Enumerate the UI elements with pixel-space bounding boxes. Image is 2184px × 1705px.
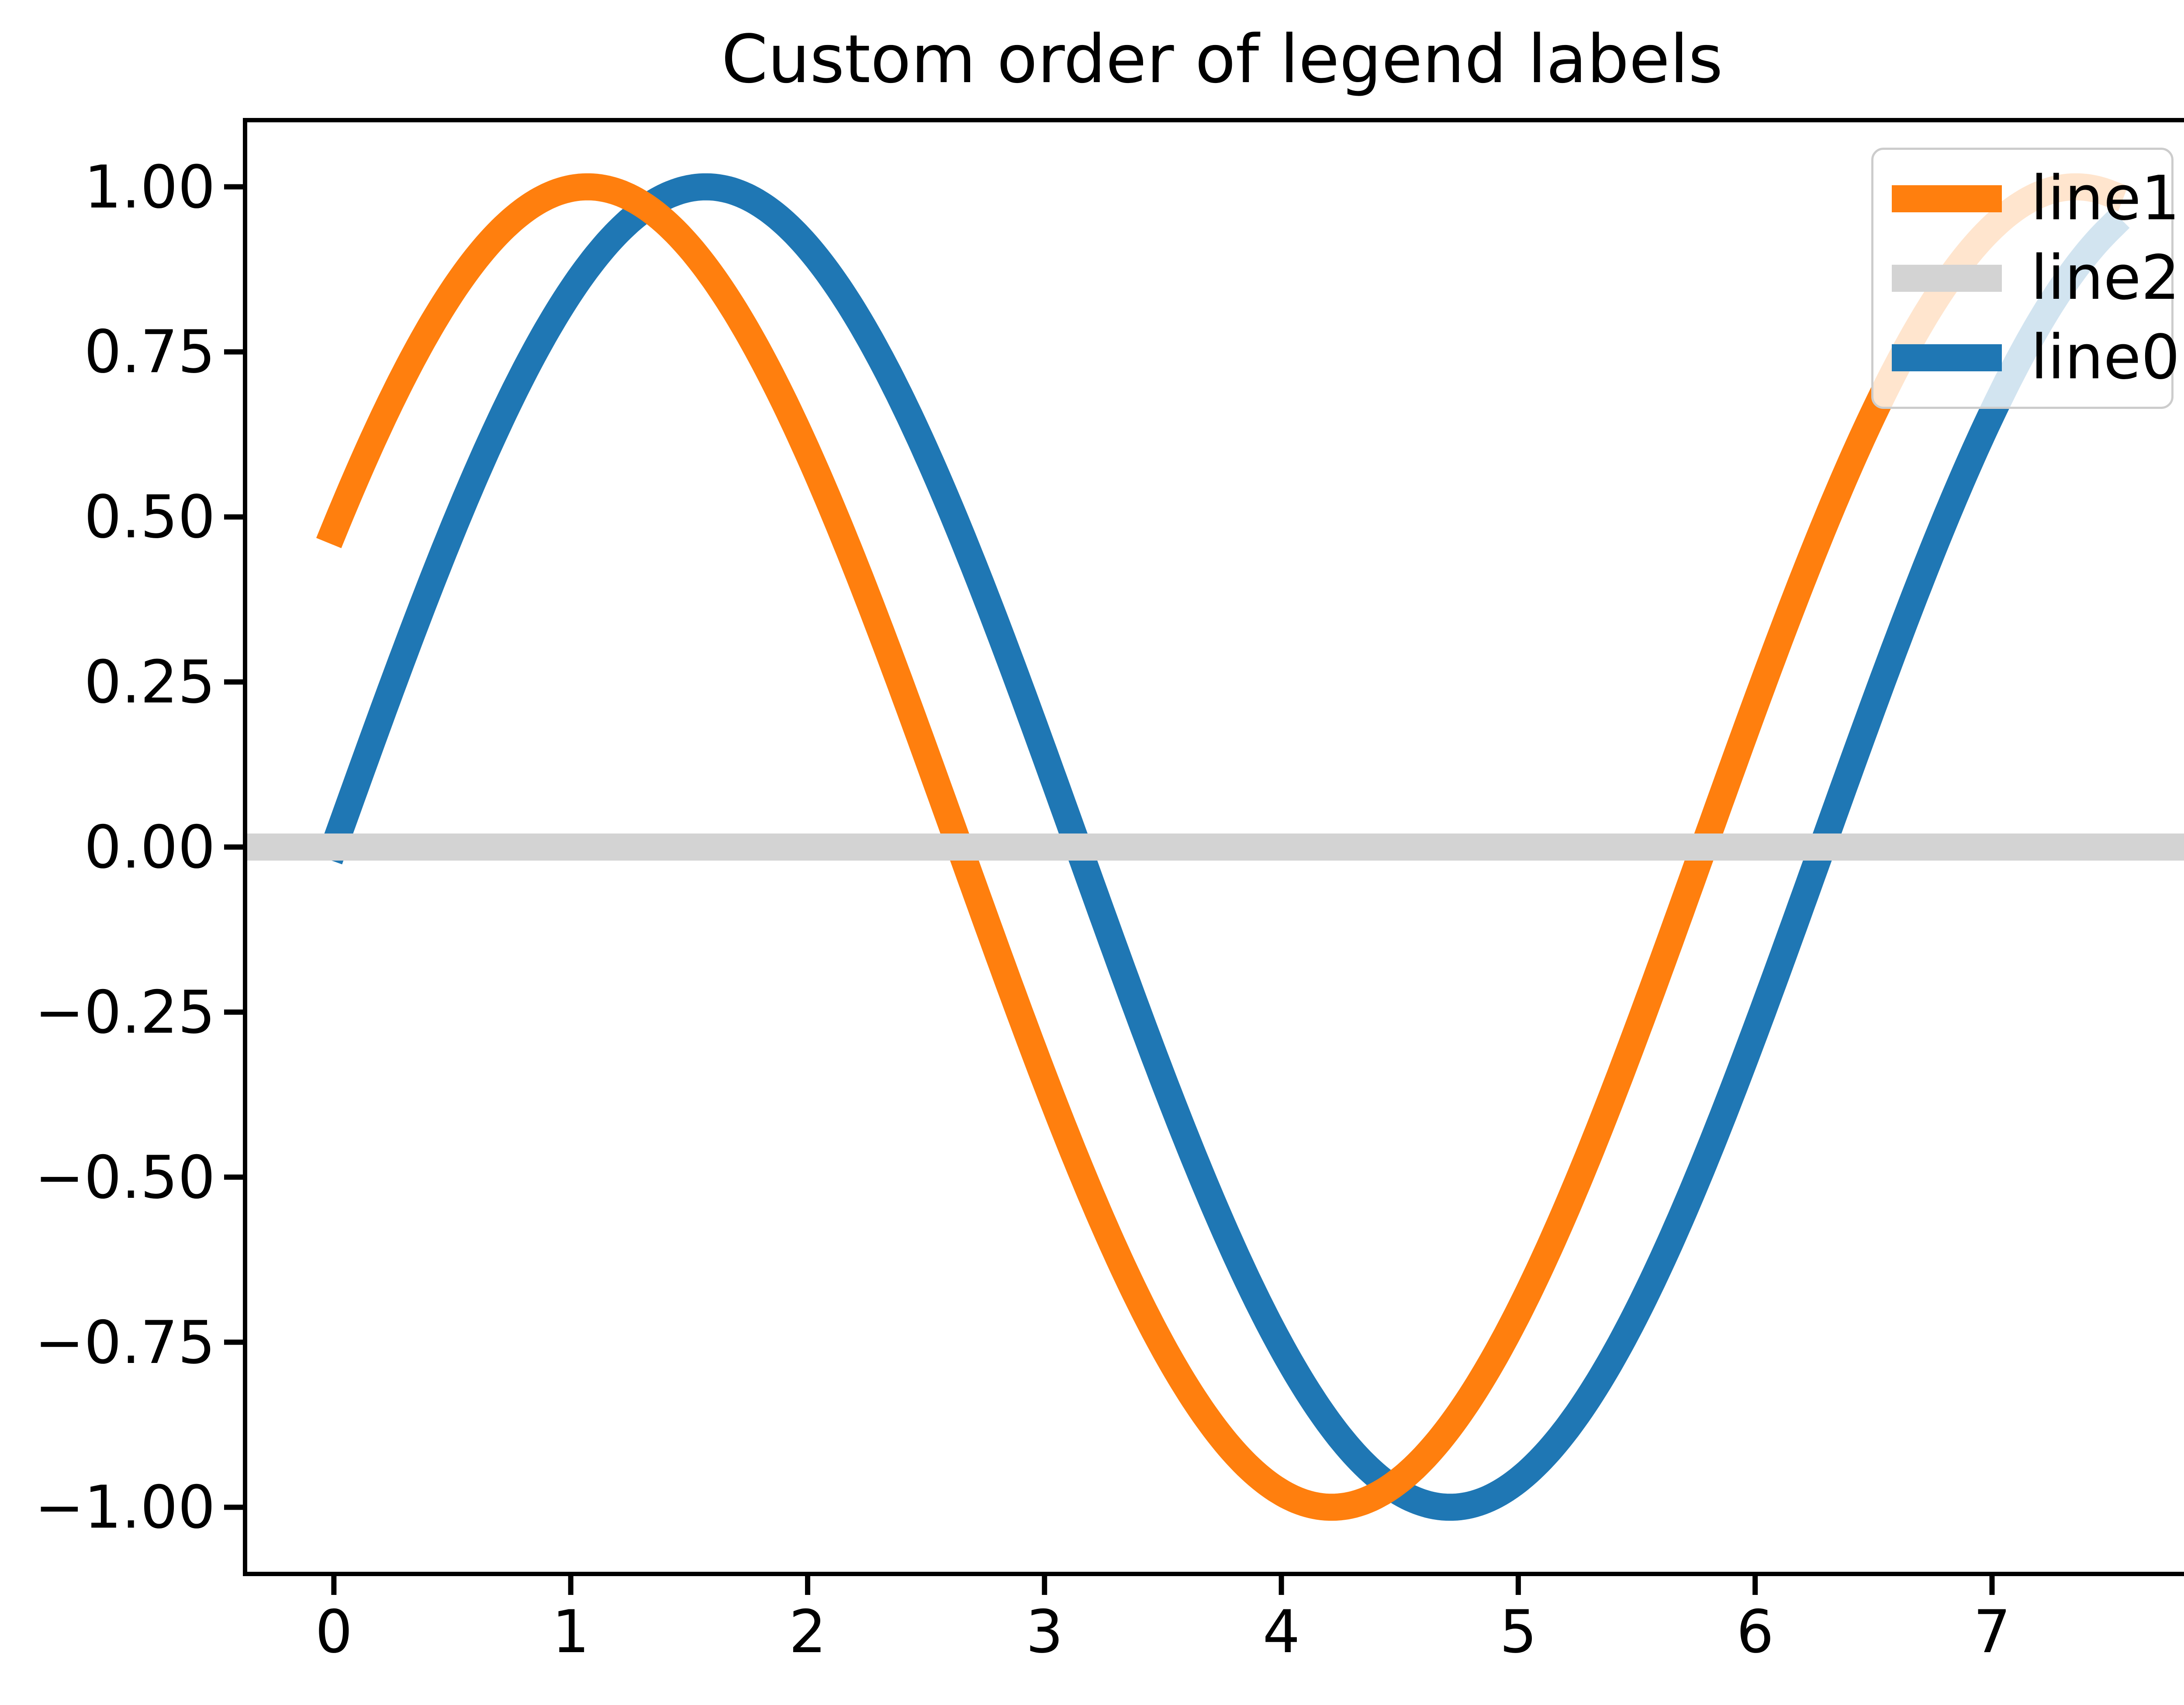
legend-swatch-line2 <box>1892 265 2002 292</box>
x-tick-label-4: 4 <box>1262 1598 1300 1666</box>
x-tick-label-3: 3 <box>1026 1598 1064 1666</box>
x-tick-label-6: 6 <box>1736 1598 1774 1666</box>
y-tick-label-−0.25: −0.25 <box>35 978 215 1047</box>
chart-title: Custom order of legend labels <box>721 21 1723 98</box>
y-tick-label-0.75: 0.75 <box>84 318 215 387</box>
legend-box: line1 line2 line0 <box>1871 148 2180 409</box>
series-line1 <box>316 173 2128 1521</box>
legend-label-line2: line2 <box>2031 242 2180 314</box>
y-tick-label-1.00: 1.00 <box>84 152 215 221</box>
axes-spines <box>243 118 2184 1576</box>
x-tick-label-0: 0 <box>315 1598 353 1666</box>
x-tick-label-2: 2 <box>789 1598 826 1666</box>
legend-label-line0: line0 <box>2031 322 2180 393</box>
legend-swatch-line1 <box>1892 185 2002 212</box>
y-tick-label-−1.00: −1.00 <box>35 1473 215 1542</box>
legend-entry-line0: line0 <box>1873 327 2180 388</box>
series-group <box>245 173 2184 1521</box>
legend-swatch-line0 <box>1892 344 2002 371</box>
x-tick-label-1: 1 <box>552 1598 590 1666</box>
y-tick-label-−0.75: −0.75 <box>35 1308 215 1377</box>
y-tick-label-0.50: 0.50 <box>84 483 215 552</box>
y-tick-label-−0.50: −0.50 <box>35 1143 215 1212</box>
legend-entry-line1: line1 <box>1873 168 2180 229</box>
x-tick-label-5: 5 <box>1499 1598 1537 1666</box>
y-tick-label-0.00: 0.00 <box>84 813 215 882</box>
series-line0 <box>316 173 2130 1521</box>
y-tick-label-0.25: 0.25 <box>84 648 215 717</box>
legend-entry-line2: line2 <box>1873 248 2180 309</box>
x-tick-label-7: 7 <box>1973 1598 2011 1666</box>
legend-label-line1: line1 <box>2031 163 2180 234</box>
